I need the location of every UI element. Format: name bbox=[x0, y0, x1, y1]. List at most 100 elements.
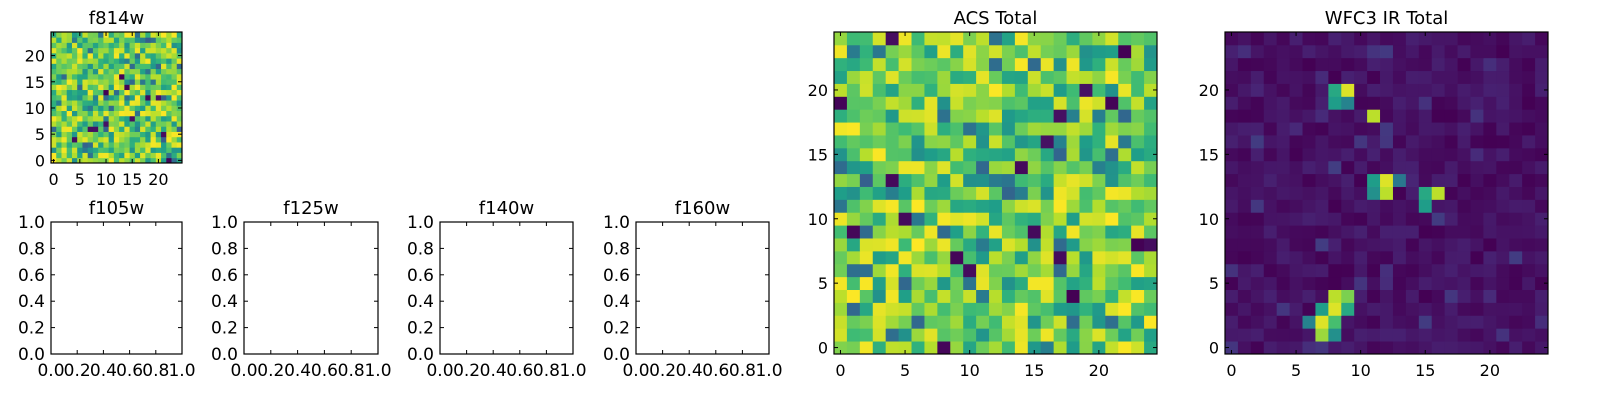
heatmap-cell bbox=[176, 42, 183, 49]
heatmap-cell bbox=[1431, 250, 1446, 265]
heatmap-cell bbox=[98, 47, 104, 54]
heatmap-cell bbox=[1431, 109, 1446, 123]
heatmap-cell bbox=[134, 63, 141, 70]
heatmap-cell bbox=[51, 63, 57, 70]
heatmap-cell bbox=[1144, 57, 1158, 72]
heatmap-cell bbox=[1237, 263, 1252, 278]
heatmap-cell bbox=[1483, 238, 1497, 252]
heatmap-cell bbox=[1341, 109, 1355, 123]
heatmap-cell bbox=[1496, 186, 1510, 200]
heatmap-cell bbox=[1263, 225, 1278, 239]
axes-frame bbox=[50, 31, 183, 164]
heatmap-cell bbox=[1354, 289, 1368, 303]
heatmap-cells bbox=[51, 32, 183, 164]
heatmap-cell bbox=[1250, 289, 1265, 303]
heatmap-cell bbox=[1225, 341, 1239, 355]
y-tick-label: 10 bbox=[25, 99, 45, 118]
heatmap-cell bbox=[82, 94, 89, 101]
y-tick-label: 0.4 bbox=[18, 292, 45, 312]
heatmap-cell bbox=[1001, 173, 1016, 187]
heatmap-cell bbox=[989, 289, 1003, 303]
y-tick-label: 0.8 bbox=[18, 239, 45, 259]
heatmap-cell bbox=[119, 147, 125, 153]
heatmap-cell bbox=[134, 73, 141, 80]
heatmap-cell bbox=[134, 136, 141, 143]
heatmap-cell bbox=[1118, 186, 1132, 200]
heatmap-cell bbox=[989, 147, 1003, 162]
heatmap-cell bbox=[1328, 122, 1342, 136]
heatmap-cell bbox=[103, 73, 110, 80]
heatmap-cell bbox=[134, 110, 141, 117]
heatmap-cell bbox=[1053, 212, 1067, 226]
heatmap-cell bbox=[1014, 57, 1029, 72]
heatmap-cell bbox=[834, 250, 848, 265]
heatmap-cell bbox=[1315, 315, 1329, 329]
x-tick-label: 0.0 bbox=[230, 361, 257, 381]
heatmap-cell bbox=[150, 68, 157, 75]
heatmap-cell bbox=[1092, 44, 1106, 59]
heatmap-cell bbox=[1014, 32, 1029, 46]
heatmap-cell bbox=[1392, 225, 1407, 239]
heatmap-cell bbox=[1079, 225, 1093, 239]
heatmap-cell bbox=[963, 238, 977, 252]
heatmap-cell bbox=[1367, 186, 1381, 200]
heatmap-cell bbox=[1263, 83, 1278, 97]
heatmap-cell bbox=[1341, 70, 1355, 84]
heatmap-cell bbox=[119, 84, 125, 91]
heatmap-cell bbox=[1131, 70, 1145, 84]
heatmap-cell bbox=[1457, 32, 1471, 46]
heatmap-cell bbox=[1237, 173, 1252, 187]
heatmap-cell bbox=[1315, 44, 1329, 59]
heatmap-cell bbox=[1341, 199, 1355, 213]
heatmap-cell bbox=[1144, 250, 1158, 265]
heatmap-cell bbox=[846, 173, 861, 187]
heatmap-cell bbox=[1522, 302, 1536, 316]
heatmap-cell bbox=[1483, 328, 1497, 342]
heatmap-cell bbox=[166, 105, 172, 111]
heatmap-cell bbox=[937, 328, 951, 342]
heatmap-cell bbox=[1418, 302, 1433, 316]
heatmap-cell bbox=[140, 157, 146, 164]
heatmap-cell bbox=[1522, 70, 1536, 84]
heatmap-cell bbox=[82, 105, 89, 111]
heatmap-cell bbox=[155, 73, 162, 80]
heatmap-cell bbox=[976, 341, 990, 355]
heatmap-cell bbox=[937, 32, 951, 46]
heatmap-cell bbox=[950, 263, 964, 278]
heatmap-cell bbox=[1315, 70, 1329, 84]
heatmap-cell bbox=[129, 110, 136, 117]
heatmap-cell bbox=[1079, 83, 1093, 97]
heatmap-cell bbox=[1470, 173, 1484, 187]
heatmap-cell bbox=[1131, 83, 1145, 97]
heatmap-cell bbox=[1131, 250, 1145, 265]
heatmap-cell bbox=[1225, 57, 1239, 72]
heatmap-cell bbox=[1225, 122, 1239, 136]
heatmap-cell bbox=[1496, 238, 1510, 252]
heatmap-cell bbox=[1380, 186, 1394, 200]
heatmap-cell bbox=[1263, 302, 1278, 316]
heatmap-cell bbox=[87, 89, 94, 96]
heatmap-cell bbox=[911, 32, 925, 46]
heatmap-cell bbox=[1066, 122, 1080, 136]
heatmap-cell bbox=[898, 186, 912, 200]
heatmap-cell bbox=[113, 79, 120, 85]
heatmap-cell bbox=[56, 32, 62, 38]
heatmap-cell bbox=[87, 110, 94, 117]
heatmap-cell bbox=[66, 115, 73, 122]
heatmap-cell bbox=[1315, 122, 1329, 136]
heatmap-cell bbox=[1092, 212, 1106, 226]
heatmap-cell bbox=[1079, 109, 1093, 123]
heatmap-cell bbox=[71, 110, 78, 117]
heatmap-cell bbox=[129, 147, 136, 153]
heatmap-cell bbox=[108, 89, 115, 96]
heatmap-cell bbox=[1040, 173, 1055, 187]
heatmap-cell bbox=[1418, 135, 1433, 149]
heatmap-cell bbox=[976, 70, 990, 84]
heatmap-cell bbox=[911, 276, 925, 290]
heatmap-cell bbox=[1118, 315, 1132, 329]
heatmap-cell bbox=[82, 37, 89, 43]
heatmap-cell bbox=[1367, 147, 1381, 162]
heatmap-cell bbox=[56, 126, 62, 132]
heatmap-cell bbox=[87, 63, 94, 70]
